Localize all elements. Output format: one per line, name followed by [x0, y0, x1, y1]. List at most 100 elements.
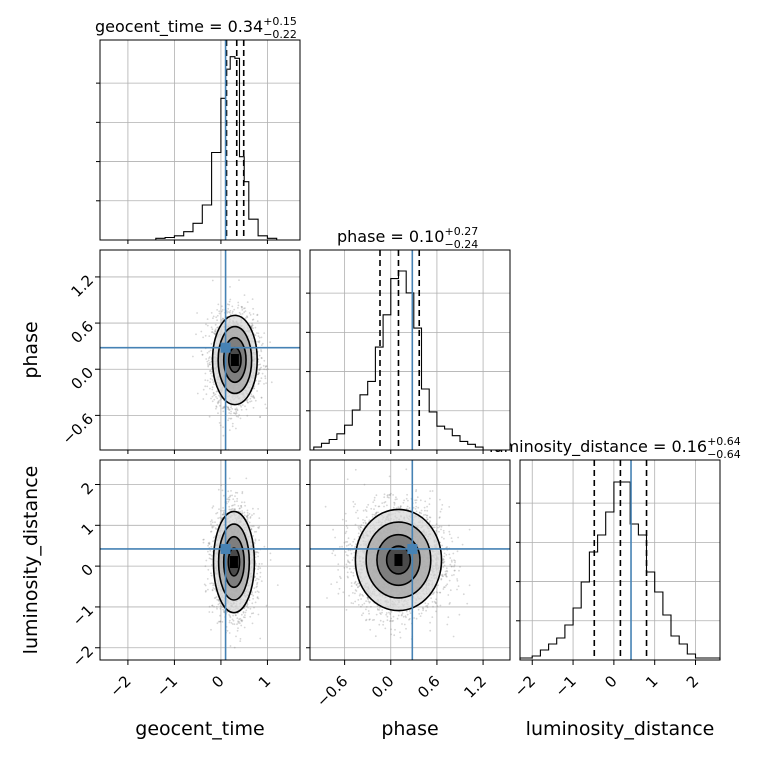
- sample-point: [238, 414, 241, 417]
- sample-point: [202, 336, 205, 339]
- sample-point: [244, 614, 246, 616]
- sample-point: [253, 512, 255, 515]
- sample-point: [215, 390, 218, 393]
- sample-point: [210, 545, 213, 548]
- sample-point: [207, 588, 209, 591]
- sample-point: [208, 361, 211, 364]
- sample-point: [206, 385, 209, 388]
- sample-point: [242, 616, 245, 619]
- sample-point: [257, 578, 260, 581]
- sample-point: [210, 628, 212, 631]
- sample-point: [256, 597, 259, 599]
- sample-point: [263, 383, 265, 385]
- sample-point: [216, 319, 219, 322]
- sample-point: [217, 400, 220, 403]
- sample-point: [269, 341, 271, 344]
- sample-point: [207, 568, 210, 571]
- sample-point: [217, 603, 220, 606]
- sample-point: [211, 388, 214, 391]
- sample-point: [226, 311, 229, 314]
- sample-point: [226, 406, 229, 408]
- sample-point: [231, 507, 234, 510]
- sample-point: [260, 349, 262, 351]
- sample-point: [209, 387, 211, 390]
- sample-point: [244, 317, 247, 319]
- sample-point: [201, 353, 204, 356]
- sample-point: [257, 340, 260, 343]
- sample-point: [204, 379, 207, 381]
- sample-point: [253, 396, 255, 399]
- sample-point: [256, 314, 259, 316]
- sample-point: [241, 305, 243, 308]
- sample-point: [211, 521, 214, 524]
- sample-point: [217, 488, 220, 491]
- sample-point: [249, 615, 252, 618]
- sample-point: [243, 307, 245, 310]
- sample-point: [218, 312, 221, 315]
- sample-point: [230, 417, 233, 420]
- sample-point: [213, 536, 215, 539]
- sample-point: [210, 343, 213, 345]
- sample-point: [212, 540, 215, 543]
- sample-point: [237, 416, 240, 418]
- sample-point: [259, 576, 262, 578]
- sample-point: [258, 341, 261, 344]
- sample-point: [233, 412, 236, 415]
- sample-point: [257, 508, 259, 510]
- sample-point: [221, 407, 224, 410]
- sample-point: [209, 550, 212, 552]
- sample-point: [228, 412, 231, 414]
- title-phase-text: phase = 0.10: [337, 227, 444, 246]
- sample-point: [254, 591, 257, 593]
- hist-phase-border: [309, 249, 511, 451]
- sample-point: [212, 392, 215, 395]
- sample-point: [231, 422, 234, 425]
- sample-point: [216, 326, 219, 329]
- sample-point: [228, 477, 231, 480]
- sample-point: [221, 317, 224, 320]
- sample-point: [259, 368, 261, 371]
- sample-point: [231, 623, 234, 625]
- sample-point: [219, 396, 222, 398]
- sample-point: [217, 401, 220, 404]
- sample-point: [219, 424, 222, 427]
- sample-point: [250, 527, 253, 530]
- sample-point: [206, 324, 209, 327]
- sample-point: [226, 629, 229, 632]
- sample-point: [228, 303, 231, 306]
- sample-point: [227, 498, 230, 501]
- sample-point: [249, 397, 252, 400]
- sample-point: [231, 305, 234, 308]
- sample-point: [245, 605, 248, 608]
- sample-point: [260, 357, 263, 360]
- sample-point: [210, 312, 213, 314]
- sample-point: [215, 405, 218, 408]
- sample-point: [208, 363, 211, 366]
- sample-point: [213, 597, 216, 599]
- sample-point: [263, 545, 266, 548]
- ylabel-luminosity-distance: luminosity_distance: [20, 466, 42, 655]
- sample-point: [209, 381, 212, 383]
- sample-point: [213, 398, 216, 401]
- hist-luminosity-distance-border: [519, 459, 721, 661]
- sample-point: [216, 523, 219, 526]
- sample-point: [236, 629, 239, 632]
- sample-point: [212, 505, 215, 507]
- sample-point: [260, 344, 263, 346]
- sample-point: [230, 490, 232, 492]
- sample-point: [209, 363, 211, 366]
- sample-point: [252, 507, 254, 510]
- sample-point: [235, 410, 238, 413]
- sample-point: [220, 509, 222, 512]
- sample-point: [211, 331, 213, 333]
- sample-point: [233, 308, 236, 311]
- sample-point: [249, 314, 252, 316]
- sample-point: [228, 429, 231, 431]
- sample-point: [247, 401, 249, 404]
- hist-phase-background: [310, 250, 510, 450]
- sample-point: [231, 618, 234, 621]
- sample-point: [230, 410, 233, 413]
- sample-point: [231, 310, 234, 313]
- sample-point: [235, 407, 238, 410]
- sample-point: [214, 330, 217, 333]
